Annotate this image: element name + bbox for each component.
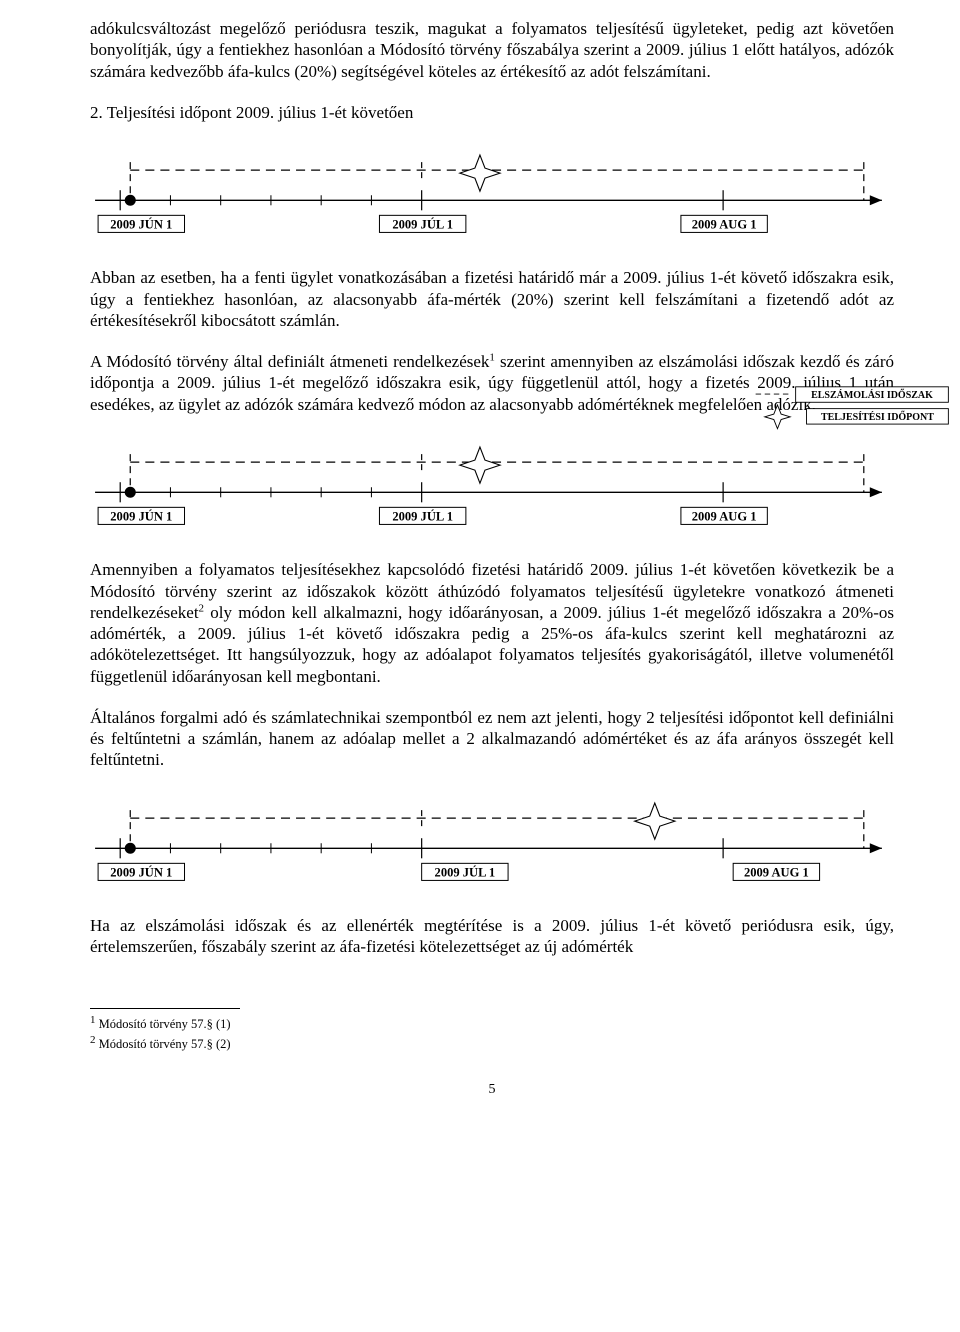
footnote-1-text: Módosító törvény 57.§ (1) xyxy=(96,1017,231,1031)
timeline1-date-aug: 2009 AUG 1 xyxy=(692,217,757,231)
footnotes: 1 Módosító törvény 57.§ (1) 2 Módosító t… xyxy=(90,1008,894,1053)
timeline-3: 2009 JÚN 1 2009 JÚL 1 2009 AUG 1 xyxy=(90,793,894,883)
page-number: 5 xyxy=(90,1081,894,1099)
footnote-2: 2 Módosító törvény 57.§ (2) xyxy=(90,1033,894,1053)
timeline2-date-jun: 2009 JÚN 1 xyxy=(110,509,172,523)
footnote-rule xyxy=(90,1008,240,1009)
para-intro: adókulcsváltozást megelőző periódusra te… xyxy=(90,18,894,82)
para4-b: oly módon kell alkalmazni, hogy időarány… xyxy=(90,603,894,686)
para-invoice: Általános forgalmi adó és számlatechnika… xyxy=(90,707,894,771)
timeline3-date-jul: 2009 JÚL 1 xyxy=(435,865,496,879)
para3-a: A Módosító törvény által definiált átmen… xyxy=(90,352,489,371)
footnote-2-text: Módosító törvény 57.§ (2) xyxy=(96,1037,231,1051)
timeline1-date-jun: 2009 JÚN 1 xyxy=(110,217,172,231)
timeline-3-svg: 2009 JÚN 1 2009 JÚL 1 2009 AUG 1 xyxy=(90,793,894,883)
timeline1-date-jul: 2009 JÚL 1 xyxy=(392,217,453,231)
timeline-1-svg: 2009 JÚN 1 2009 JÚL 1 2009 AUG 1 xyxy=(90,145,894,235)
timeline-2: 2009 JÚN 1 2009 JÚL 1 2009 AUG 1 xyxy=(90,437,894,527)
para-prorata: Amennyiben a folyamatos teljesítésekhez … xyxy=(90,559,894,687)
section-heading-2: 2. Teljesítési időpont 2009. július 1-ét… xyxy=(90,102,894,123)
para-transitional: A Módosító törvény által definiált átmen… xyxy=(90,351,894,415)
para-final: Ha az elszámolási időszak és az ellenért… xyxy=(90,915,894,958)
para-after-timeline1: Abban az esetben, ha a fenti ügylet vona… xyxy=(90,267,894,331)
para3-container: A Módosító törvény által definiált átmen… xyxy=(90,351,894,415)
timeline3-date-jun: 2009 JÚN 1 xyxy=(110,865,172,879)
timeline3-date-aug: 2009 AUG 1 xyxy=(744,865,809,879)
footnote-1: 1 Módosító törvény 57.§ (1) xyxy=(90,1013,894,1033)
timeline-1: 2009 JÚN 1 2009 JÚL 1 2009 AUG 1 xyxy=(90,145,894,235)
timeline-2-svg: 2009 JÚN 1 2009 JÚL 1 2009 AUG 1 xyxy=(90,437,894,527)
timeline2-date-aug: 2009 AUG 1 xyxy=(692,509,757,523)
timeline2-date-jul: 2009 JÚL 1 xyxy=(392,509,453,523)
